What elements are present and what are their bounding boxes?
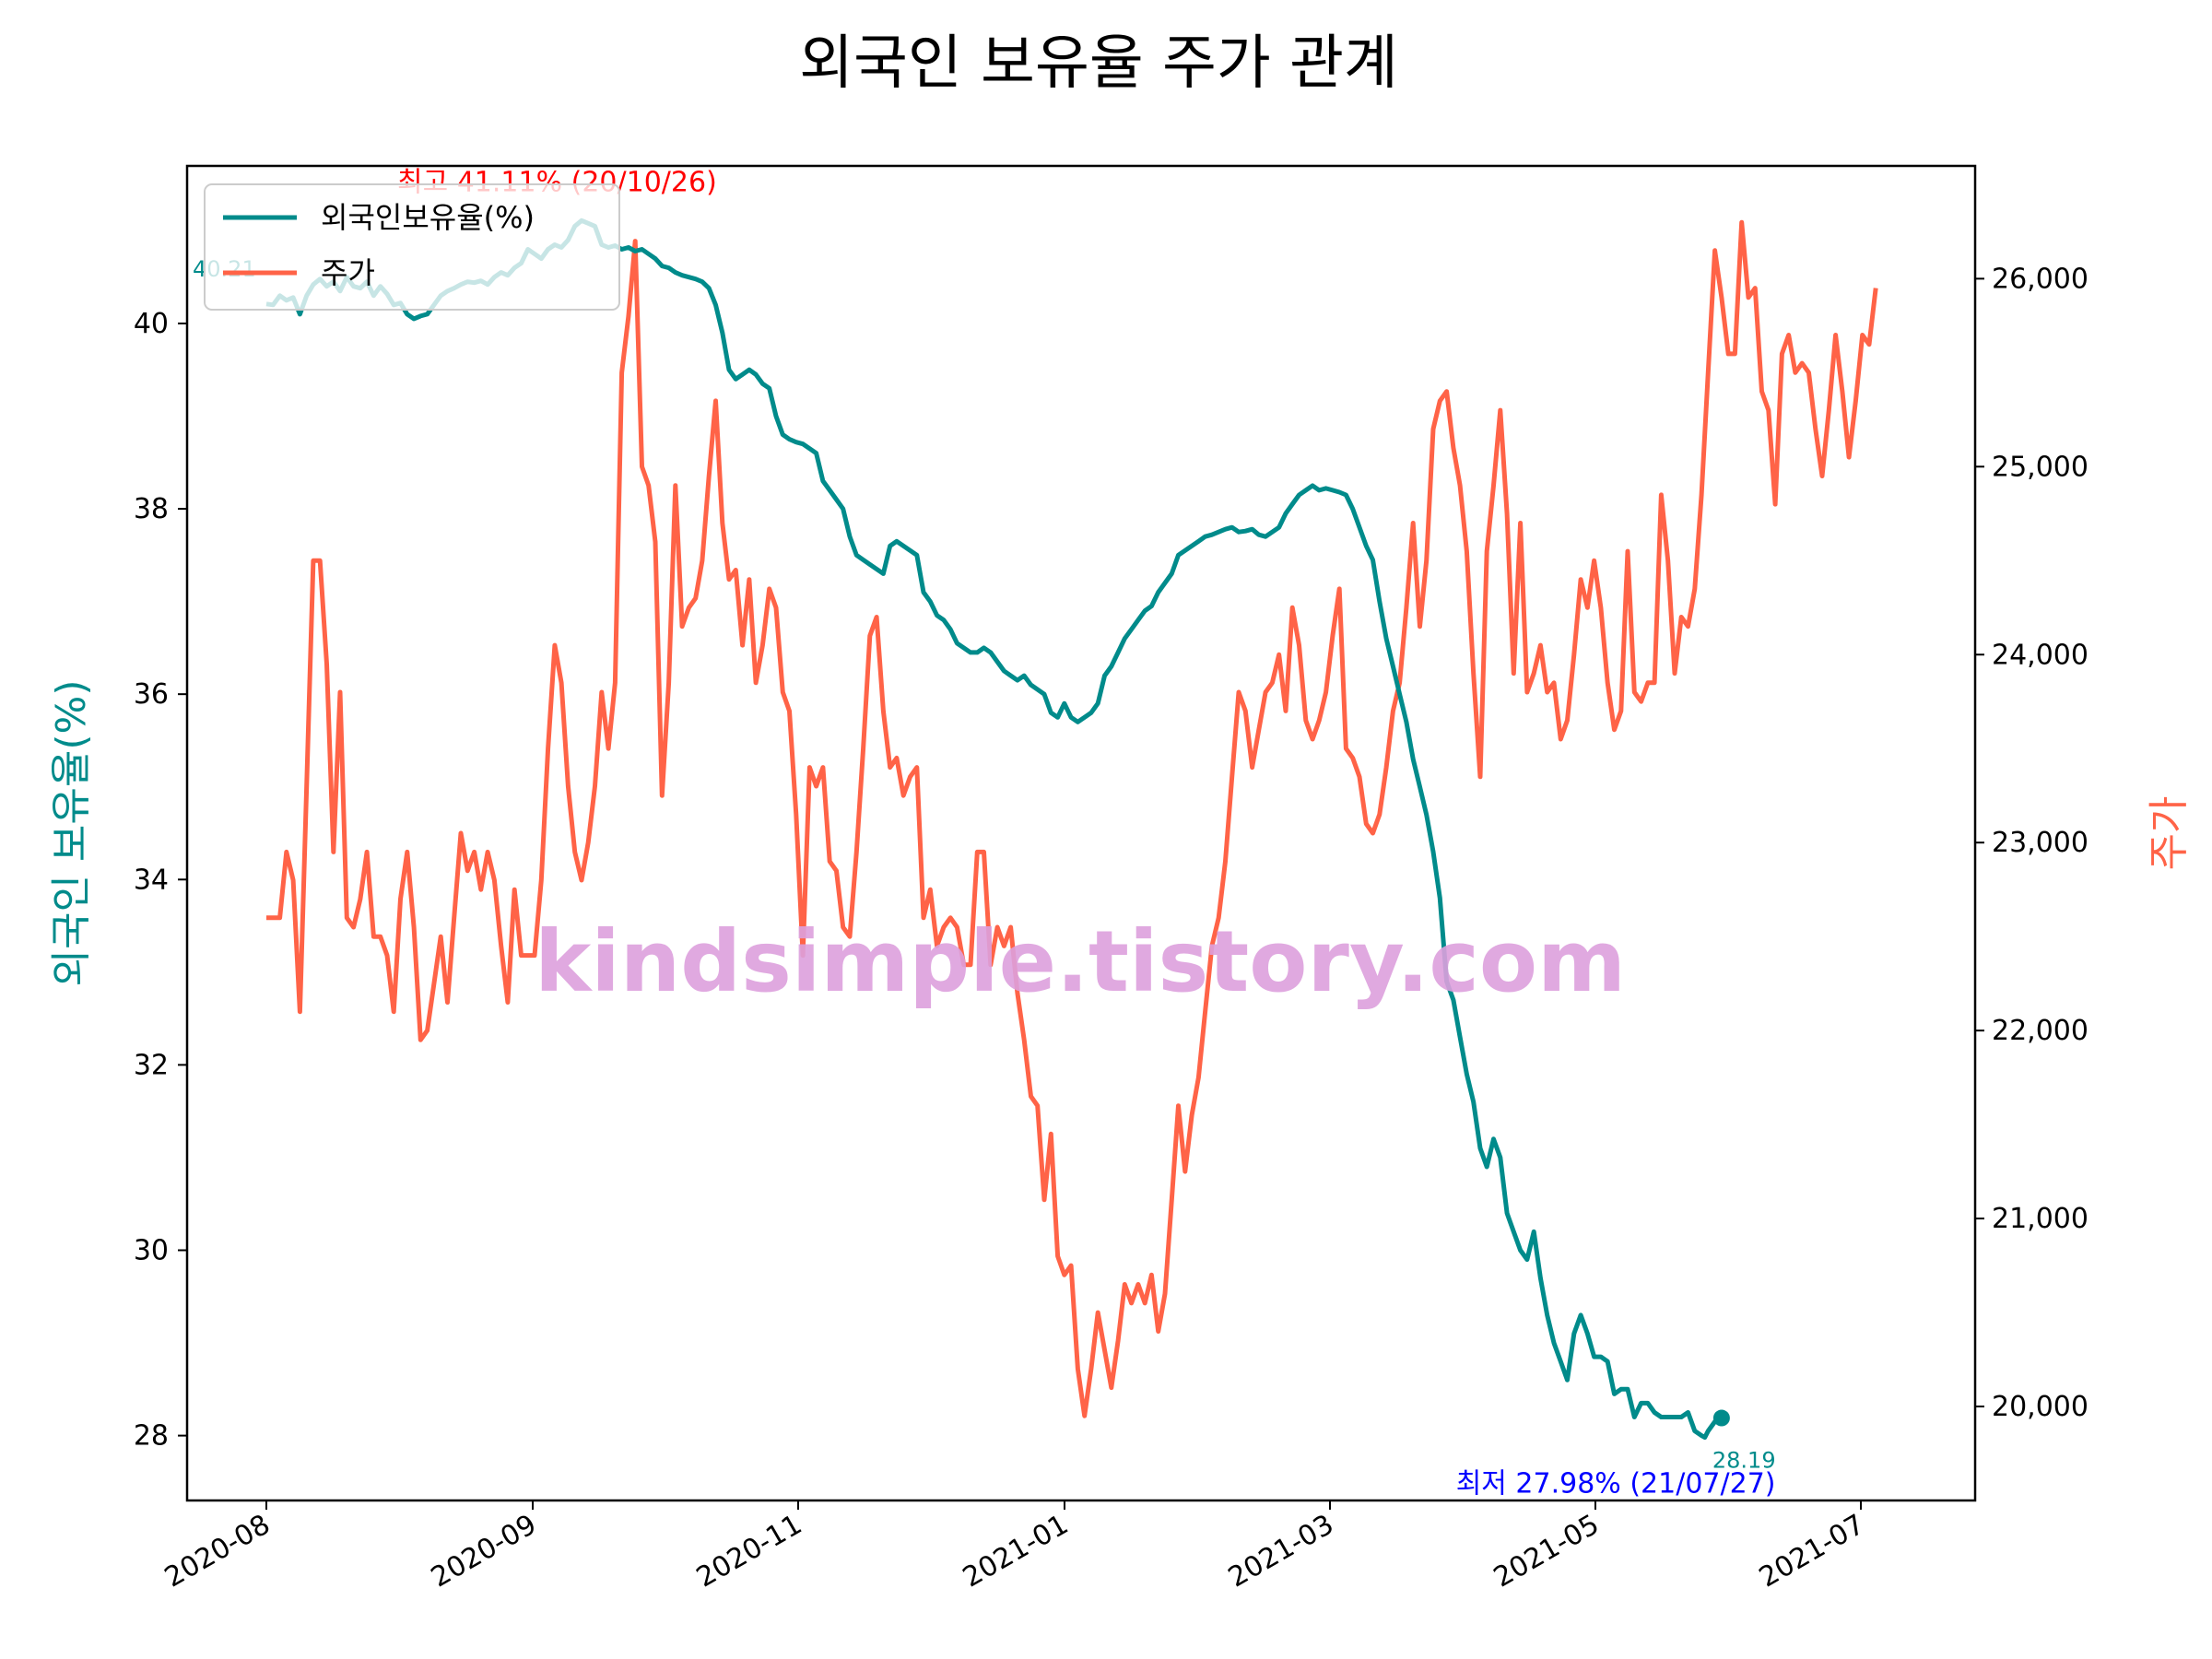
x-tick-label: 2021-05 <box>1488 1509 1605 1594</box>
legend-label-ownership: 외국인보유율(%) <box>321 200 535 235</box>
right-tick-label: 20,000 <box>1992 1391 2088 1423</box>
watermark: kindsimple.tistory.com <box>535 912 1626 1011</box>
left-tick-label: 36 <box>134 678 169 711</box>
left-axis-ticks: 28 30 32 34 36 38 40 <box>134 308 187 1453</box>
left-tick-label: 38 <box>134 493 169 525</box>
legend: 외국인보유율(%) 주가 <box>204 183 620 311</box>
left-tick-label: 30 <box>134 1235 169 1267</box>
x-tick-label: 2020-08 <box>159 1509 276 1594</box>
x-tick-label: 2021-03 <box>1223 1509 1339 1594</box>
right-tick-label: 24,000 <box>1992 639 2088 671</box>
right-tick-label: 22,000 <box>1992 1015 2088 1047</box>
x-tick-label: 2021-01 <box>958 1509 1074 1594</box>
plot-frame <box>185 164 1977 1502</box>
right-tick-label: 21,000 <box>1992 1203 2088 1235</box>
right-tick-label: 26,000 <box>1992 263 2088 295</box>
x-axis-ticks: 2020-08 2020-09 2020-11 2021-01 2021-03 2021-… <box>159 1500 1870 1594</box>
right-tick-label: 25,000 <box>1992 451 2088 483</box>
left-tick-label: 32 <box>134 1049 169 1081</box>
left-tick-label: 40 <box>134 308 169 340</box>
x-tick-label: 2020-11 <box>691 1509 807 1594</box>
right-axis-ticks: 20,000 21,000 22,000 23,000 24,000 25,000 26,0… <box>1975 263 2088 1423</box>
right-tick-label: 23,000 <box>1992 827 2088 859</box>
left-tick-label: 34 <box>134 864 169 896</box>
ownership-series-line <box>265 218 1724 1441</box>
right-axis-label: 주가 <box>2146 796 2193 871</box>
ownership-end-marker <box>1712 1409 1730 1427</box>
min-annotation: 최저 27.98% (21/07/27) <box>1456 1468 1776 1500</box>
legend-box <box>204 183 620 311</box>
end-value-label: 28.19 <box>1712 1448 1776 1474</box>
x-tick-label: 2020-09 <box>426 1509 542 1594</box>
x-tick-label: 2021-07 <box>1754 1509 1870 1594</box>
legend-label-price: 주가 <box>321 255 375 290</box>
left-tick-label: 28 <box>134 1420 169 1453</box>
chart-title: 외국인 보유율 주가 관계 <box>799 29 1398 98</box>
price-series-line <box>266 219 1878 1418</box>
left-axis-label: 외국인 보유율(%) <box>48 679 95 986</box>
